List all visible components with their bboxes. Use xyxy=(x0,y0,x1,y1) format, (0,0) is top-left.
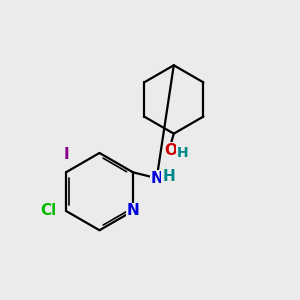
Text: H: H xyxy=(177,146,188,160)
Text: N: N xyxy=(150,171,163,186)
Text: N: N xyxy=(127,203,139,218)
Text: H: H xyxy=(162,169,175,184)
Text: O: O xyxy=(164,142,177,158)
Text: I: I xyxy=(63,147,69,162)
Text: Cl: Cl xyxy=(40,203,56,218)
